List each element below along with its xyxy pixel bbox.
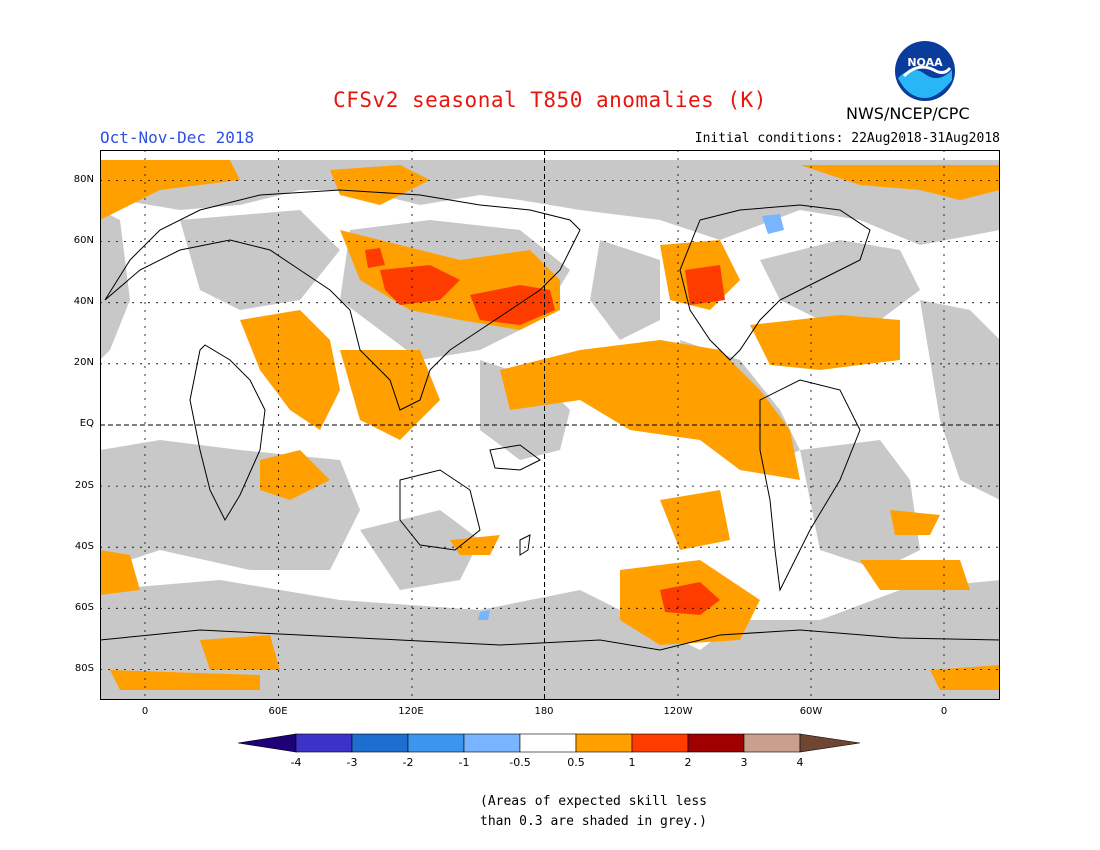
colorbar-arrow-left [238,733,297,753]
initial-conditions: Initial conditions: 22Aug2018-31Aug2018 [694,131,1000,146]
colorbar-bin [407,733,465,753]
colorbar-label: -1 [458,756,470,769]
colorbar-label: 3 [740,756,748,769]
lat-label-60n: 60N [73,235,94,246]
colorbar-bin [351,733,409,753]
colorbar-label: -0.5 [509,756,531,769]
lon-label-60e: 60E [268,706,288,717]
colorbar-label: 4 [796,756,804,769]
colorbar-bin [631,733,689,753]
major-axes [100,150,1000,700]
colorbar-bin [575,733,633,753]
lon-label-0-east: 0 [940,706,948,717]
graticule [100,150,1000,700]
lat-label-80s: 80S [74,663,94,674]
forecast-period: Oct-Nov-Dec 2018 [100,128,255,147]
footnote-line-2: than 0.3 are shaded in grey.) [480,814,707,829]
colorbar [238,733,861,753]
logo-text: NOAA [907,56,943,69]
noaa-logo: NOAA [895,41,955,101]
lon-label-120e: 120E [398,706,424,717]
lat-label-40n: 40N [73,296,94,307]
lat-label-eq: EQ [79,418,94,429]
colorbar-label: 0.5 [567,756,585,769]
lon-label-120w: 120W [663,706,693,717]
anomaly-neg-0.5-to-neg-1 [478,214,784,620]
colorbar-bin [295,733,353,753]
lat-label-40s: 40S [74,541,94,552]
lat-label-80n: 80N [73,174,94,185]
colorbar-bin [519,733,577,753]
lon-label-180: 180 [534,706,554,717]
colorbar-arrow-right [799,733,861,753]
lon-label-0: 0 [141,706,149,717]
map-title: CFSv2 seasonal T850 anomalies (K) [333,88,767,112]
skill-footnote: (Areas of expected skill less than 0.3 a… [480,792,707,832]
anomaly-1-to-2 [365,248,725,615]
colorbar-bin [463,733,521,753]
colorbar-label: 2 [684,756,692,769]
colorbar-label: -3 [346,756,358,769]
colorbar-bin [743,733,801,753]
coastlines [100,189,1000,651]
colorbar-label: 1 [628,756,636,769]
lat-label-20n: 20N [73,357,94,368]
lon-label-60w: 60W [799,706,823,717]
footnote-line-1: (Areas of expected skill less [480,794,707,809]
lat-label-60s: 60S [74,602,94,613]
lat-label-20s: 20S [74,480,94,491]
colorbar-label: -4 [290,756,302,769]
agency-label: NWS/NCEP/CPC [846,104,970,123]
colorbar-bin [687,733,745,753]
anomaly-map [100,150,1000,700]
colorbar-label: -2 [402,756,414,769]
